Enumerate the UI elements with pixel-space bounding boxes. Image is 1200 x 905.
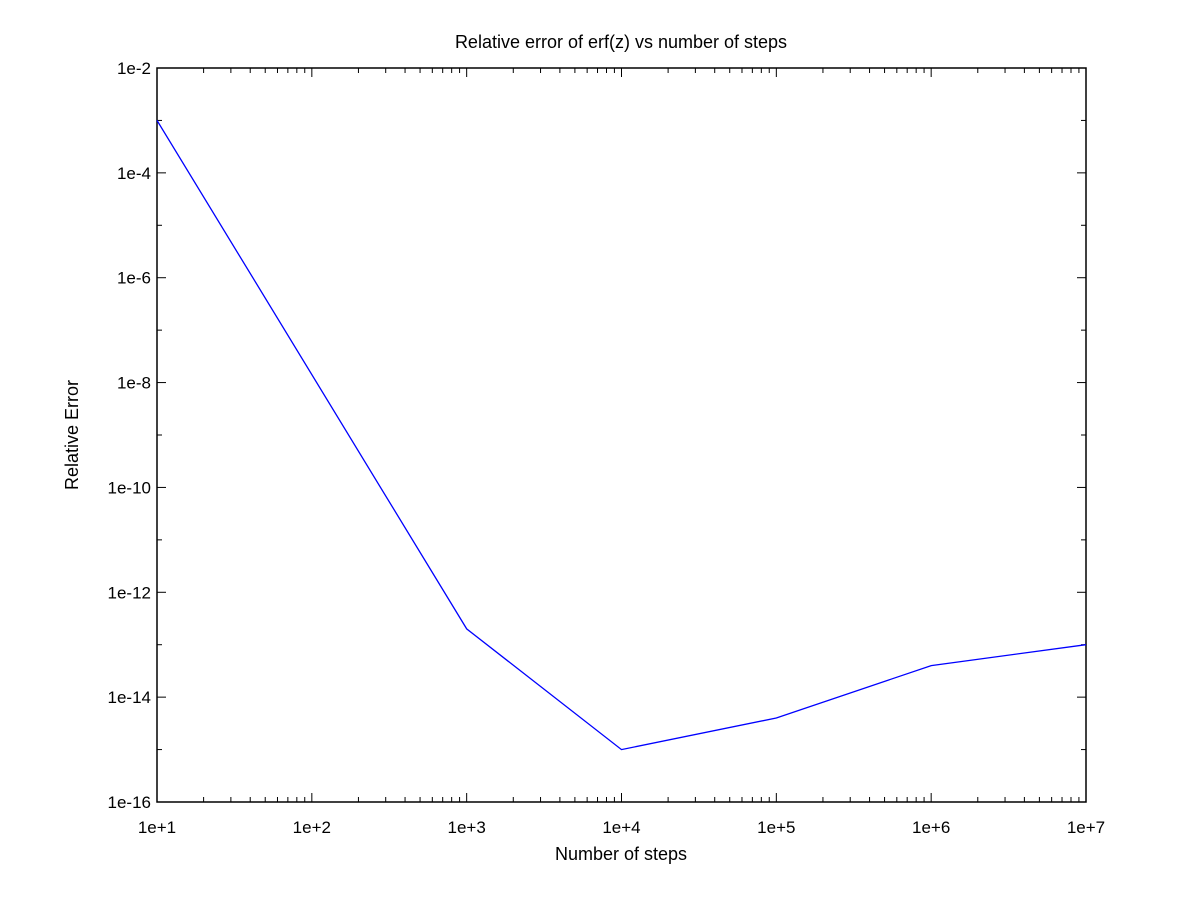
y-axis-title: Relative Error <box>62 380 82 490</box>
tick-labels: 1e+1 1e+2 1e+3 1e+4 1e+5 1e+6 1e+7 1e-16 1e-14 1e… <box>108 59 1106 837</box>
y-tick-label: 1e-4 <box>117 164 151 183</box>
x-tick-label: 1e+4 <box>602 818 640 837</box>
axis-ticks <box>156 67 1087 803</box>
x-tick-label: 1e+5 <box>757 818 795 837</box>
y-tick-label: 1e-12 <box>108 583 151 602</box>
x-tick-label: 1e+2 <box>293 818 331 837</box>
series-layer <box>156 120 1087 751</box>
y-tick-label: 1e-6 <box>117 269 151 288</box>
y-tick-label: 1e-14 <box>108 688 151 707</box>
x-tick-label: 1e+7 <box>1067 818 1105 837</box>
chart-title: Relative error of erf(z) vs number of st… <box>455 32 787 52</box>
y-tick-label: 1e-10 <box>108 478 151 497</box>
series-line <box>156 120 1087 751</box>
x-axis-title: Number of steps <box>555 844 687 864</box>
x-tick-label: 1e+6 <box>912 818 950 837</box>
plot-area <box>156 67 1087 803</box>
y-tick-label: 1e-2 <box>117 59 151 78</box>
y-tick-label: 1e-8 <box>117 374 151 393</box>
x-tick-label: 1e+1 <box>138 818 176 837</box>
x-tick-label: 1e+3 <box>448 818 486 837</box>
y-tick-label: 1e-16 <box>108 793 151 812</box>
